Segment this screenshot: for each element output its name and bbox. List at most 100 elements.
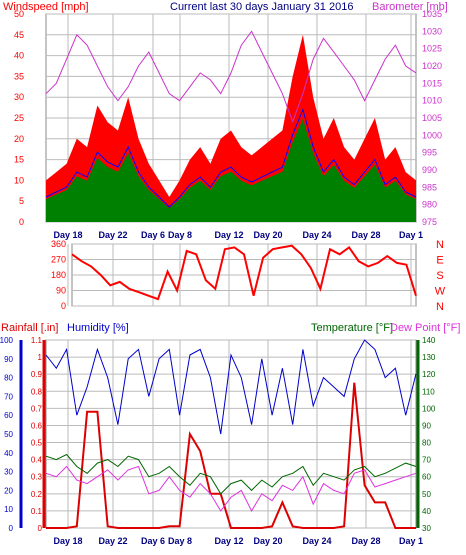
wind-tick-label: 15 [14,155,24,165]
temperature-line [45,453,417,495]
day-label: Day 24 [302,536,331,546]
chart-title: Current last 30 days January 31 2016 [170,1,353,13]
rain-tick-label: 0.9 [31,370,43,379]
label-layer: 0510152025303540455097598098599099510001… [0,9,446,546]
rain-tick-label: 0.8 [31,387,43,396]
wind-tick-label: 30 [14,92,24,102]
temperature-tick-label: 40 [422,507,431,516]
wind-tick-label: 20 [14,134,24,144]
temperature-tick-label: 80 [422,439,431,448]
direction-tick-label: 360 [51,239,66,249]
day-label: Day 1 [399,230,423,240]
temperature-title: Temperature [°F] [311,322,393,334]
temperature-tick-label: 60 [422,473,431,482]
day-label: Day 20 [253,230,282,240]
humidity-tick-label: 60 [4,411,13,420]
temperature-tick-label: 30 [422,524,431,533]
rain-tick-label: 0.1 [31,507,43,516]
barometer-tick-label: 1035 [422,9,442,19]
rain-tick-label: 0.6 [31,421,43,430]
compass-label: W [435,286,446,298]
wind-tick-label: 50 [14,9,24,19]
barometer-tick-label: 975 [422,217,437,227]
day-label: Day 18 [53,536,82,546]
humidity-tick-label: 70 [4,392,13,401]
wind-direction-line [71,244,417,301]
day-label: Day 24 [302,230,331,240]
wind-tick-label: 5 [19,196,24,206]
barometer-tick-label: 1030 [422,26,442,36]
direction-tick-label: 270 [51,255,66,265]
windspeed-title: Windspeed [mph] [3,1,89,13]
barometer-tick-label: 1005 [422,113,442,123]
dewpoint-line [45,465,417,512]
day-label: Day 20 [253,536,282,546]
direction-tick-label: 90 [56,286,66,296]
wind-tick-label: 35 [14,71,24,81]
temperature-tick-label: 100 [422,404,436,413]
barometer-title: Barometer [mb] [372,1,448,13]
barometer-tick-label: 1015 [422,78,442,88]
temperature-tick-label: 130 [422,353,436,362]
compass-label: N [436,239,444,251]
rain-tick-label: 1.1 [31,336,43,345]
day-label: Day 12 [214,536,243,546]
day-label: Day 8 [168,536,192,546]
rain-tick-label: 0.3 [31,473,43,482]
compass-label: S [436,270,443,282]
humidity-tick-label: 20 [4,486,13,495]
rainfall-line [46,382,416,529]
barometer-tick-label: 990 [422,165,437,175]
barometer-tick-label: 995 [422,148,437,158]
day-label: Day 1 [399,536,423,546]
rain-tick-label: 0.2 [31,490,43,499]
temperature-tick-label: 140 [422,336,436,345]
day-label: Day 6 [141,230,165,240]
barometer-tick-label: 1020 [422,61,442,71]
humidity-line [45,339,417,435]
humidity-tick-label: 0 [9,524,14,533]
rain-panel-frame [45,339,417,529]
barometer-tick-label: 1010 [422,96,442,106]
windspeed-average-line [45,108,417,208]
day-label: Day 22 [98,536,127,546]
wind-tick-label: 45 [14,30,24,40]
barometer-tick-label: 1000 [422,130,442,140]
compass-label: E [436,255,443,267]
windspeed-low-area [46,119,416,222]
direction-tick-label: 0 [61,301,66,311]
day-label: Day 22 [98,230,127,240]
barometer-tick-label: 980 [422,200,437,210]
humidity-tick-label: 100 [0,336,14,345]
rainfall-title: Rainfall [.in] [1,322,58,334]
dewpoint-title: Dew Point [°F] [390,322,460,334]
rain-tick-label: 0.5 [31,439,43,448]
rain-tick-label: 0 [38,524,43,533]
humidity-tick-label: 80 [4,374,13,383]
humidity-tick-label: 40 [4,449,13,458]
humidity-tick-label: 30 [4,468,13,477]
humidity-title: Humidity [%] [67,322,129,334]
wind-tick-label: 25 [14,113,24,123]
temperature-tick-label: 90 [422,421,431,430]
windspeed-area [46,34,416,222]
humidity-tick-label: 50 [4,430,13,439]
rain-tick-label: 0.7 [31,404,43,413]
temperature-tick-label: 70 [422,456,431,465]
wind-tick-label: 40 [14,51,24,61]
humidity-tick-label: 90 [4,355,13,364]
barometer-line [45,30,417,123]
temperature-tick-label: 110 [422,387,435,396]
rain-tick-label: 0.4 [31,456,43,465]
wind-tick-label: 10 [14,175,24,185]
barometer-tick-label: 1025 [422,44,442,54]
rain-tick-label: 1 [38,353,43,362]
day-label: Day 8 [168,230,192,240]
day-label: Day 28 [351,230,380,240]
humidity-tick-label: 10 [4,505,13,514]
temperature-tick-label: 120 [422,370,436,379]
direction-tick-label: 180 [51,270,66,280]
barometer-tick-label: 985 [422,182,437,192]
compass-label: N [436,301,444,313]
